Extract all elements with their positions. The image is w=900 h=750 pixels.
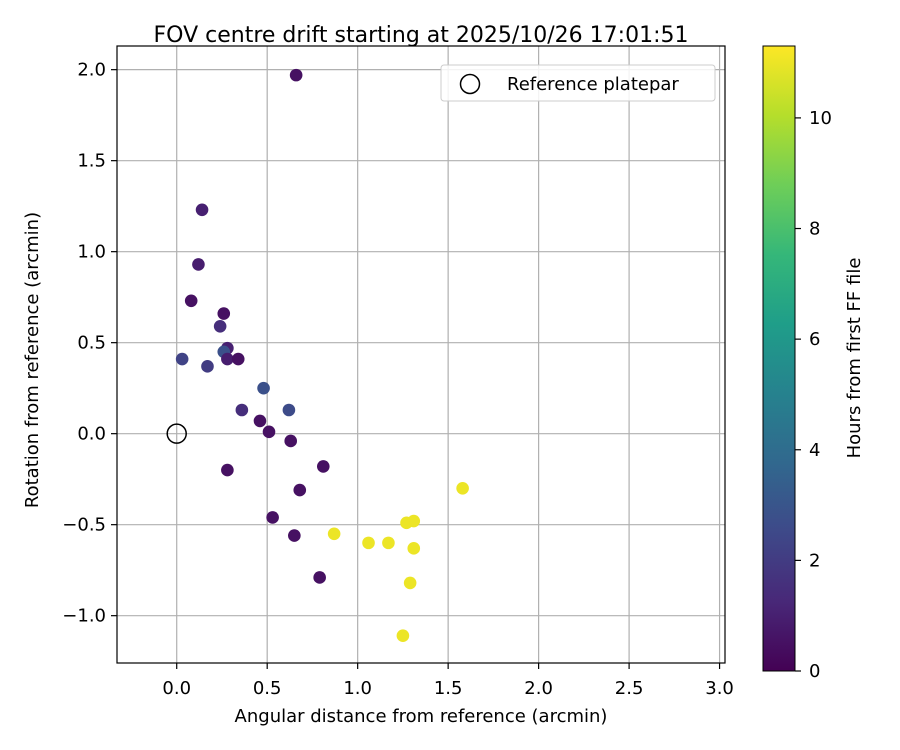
data-point (231, 352, 245, 366)
plot-frame (116, 45, 726, 664)
colorbar-tick-label: 10 (809, 108, 832, 129)
colorbar-tick-label: 0 (809, 661, 820, 682)
data-point (195, 203, 209, 217)
chart-title: FOV centre drift starting at 2025/10/26 … (154, 23, 689, 48)
legend-marker-icon (459, 73, 481, 95)
data-point (284, 434, 298, 448)
y-tick-label: 1.5 (77, 151, 106, 172)
data-point (289, 68, 303, 82)
x-tick-label: 3.0 (705, 678, 734, 699)
y-tick-label: 0.0 (77, 424, 106, 445)
legend: Reference platepar (440, 64, 716, 102)
data-point (184, 294, 198, 308)
colorbar-tick-label: 4 (809, 440, 820, 461)
x-tick-label: 2.0 (524, 678, 553, 699)
colorbar-tick-label: 2 (809, 550, 820, 571)
x-tick-label: 1.0 (343, 678, 372, 699)
legend-box (440, 64, 716, 102)
data-point (293, 483, 307, 497)
data-point (213, 319, 227, 333)
data-point (362, 536, 375, 550)
data-point (175, 352, 189, 366)
data-point (201, 360, 214, 373)
y-tick-label: 0.5 (77, 333, 106, 354)
x-axis-ticks: 0.0 0.5 1.0 1.5 2.0 2.5 3.0 (162, 663, 734, 699)
x-tick-label: 1.5 (434, 678, 463, 699)
data-point (327, 527, 341, 541)
y-tick-label: 2.0 (77, 60, 106, 81)
data-point (313, 571, 326, 584)
x-tick-label: 0.0 (162, 678, 191, 699)
data-point (288, 529, 301, 542)
x-tick-label: 0.5 (253, 678, 282, 699)
data-point (396, 629, 410, 642)
legend-label: Reference platepar (507, 74, 679, 95)
colorbar-tick-label: 6 (809, 329, 820, 350)
x-tick-label: 2.5 (615, 678, 644, 699)
data-point (316, 460, 330, 473)
grid-lines (117, 46, 725, 663)
data-point (221, 463, 234, 477)
colorbar (762, 45, 796, 672)
data-point (257, 381, 270, 395)
colorbar-ticks: 0 2 4 6 8 10 (795, 108, 832, 682)
reference-platepar-marker (166, 423, 187, 444)
data-point (221, 352, 234, 366)
data-point (403, 576, 417, 590)
data-point (235, 403, 249, 417)
colorbar-label: Hours from first FF file (844, 258, 865, 459)
data-point (266, 511, 279, 524)
y-axis-ticks: −1.0 −0.5 0.0 0.5 1.0 1.5 2.0 (62, 60, 117, 627)
data-point (407, 514, 421, 528)
y-tick-label: −0.5 (62, 515, 106, 536)
y-axis-label: Rotation from reference (arcmin) (22, 212, 43, 508)
data-point (262, 425, 276, 439)
data-point (282, 403, 296, 417)
data-point (456, 481, 469, 495)
data-point (217, 307, 231, 320)
data-point (253, 414, 267, 428)
y-tick-label: 1.0 (77, 242, 106, 263)
data-point (192, 258, 205, 271)
colorbar-tick-label: 8 (809, 219, 820, 240)
y-tick-label: −1.0 (62, 606, 106, 627)
data-point (382, 536, 395, 550)
data-point (407, 542, 421, 555)
data-points (175, 68, 469, 642)
x-axis-label: Angular distance from reference (arcmin) (235, 706, 608, 727)
